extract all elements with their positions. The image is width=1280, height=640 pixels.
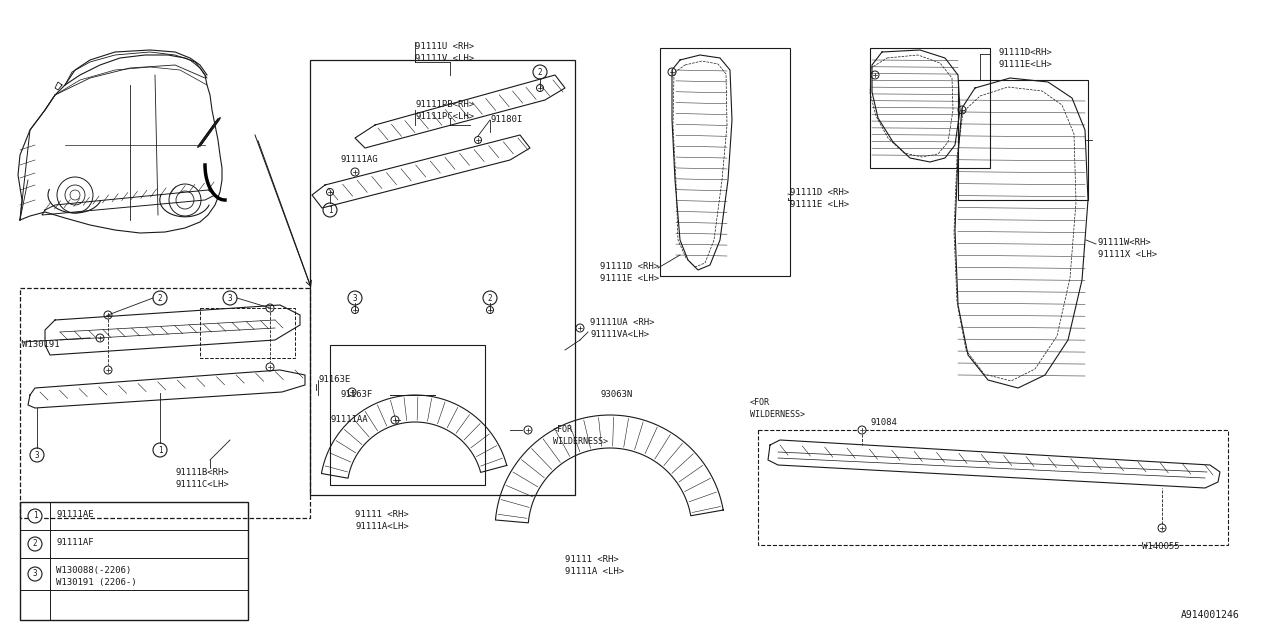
Text: 91111X <LH>: 91111X <LH> [1098,250,1157,259]
Circle shape [58,177,93,213]
Text: 1: 1 [33,511,37,520]
Circle shape [266,363,274,371]
Text: A914001246: A914001246 [1181,610,1240,620]
Circle shape [223,291,237,305]
Circle shape [28,537,42,551]
Circle shape [154,291,166,305]
Circle shape [348,388,356,396]
Text: 91111AF: 91111AF [56,538,93,547]
Text: 91111PC<LH>: 91111PC<LH> [415,112,474,121]
Circle shape [1158,524,1166,532]
Text: 3: 3 [33,570,37,579]
Circle shape [352,307,358,314]
Circle shape [323,203,337,217]
Text: 2: 2 [33,540,37,548]
Text: W130191: W130191 [22,340,60,349]
Text: 91111 <RH>: 91111 <RH> [355,510,408,519]
Text: 91111W<RH>: 91111W<RH> [1098,238,1152,247]
Circle shape [169,184,201,216]
Text: 91163F: 91163F [340,390,372,399]
Circle shape [104,311,113,319]
Text: 91111A<LH>: 91111A<LH> [355,522,408,531]
Circle shape [326,189,334,195]
Circle shape [96,334,104,342]
Circle shape [154,443,166,457]
Text: 3: 3 [228,294,232,303]
Text: 93063N: 93063N [600,390,632,399]
Circle shape [870,71,879,79]
Circle shape [668,68,676,76]
Text: 91111A <LH>: 91111A <LH> [564,567,625,576]
Text: WILDERNESS>: WILDERNESS> [750,410,805,419]
Circle shape [486,307,494,314]
Text: 91111B<RH>: 91111B<RH> [175,468,229,477]
Text: 2: 2 [538,67,543,77]
Circle shape [576,324,584,332]
Text: 1: 1 [157,445,163,454]
Text: 91180I: 91180I [490,115,522,124]
Circle shape [65,185,84,205]
Circle shape [104,366,113,374]
Text: <FOR: <FOR [553,425,573,434]
Text: 91111V <LH>: 91111V <LH> [415,54,474,63]
Text: 3: 3 [353,294,357,303]
Text: 91111VA<LH>: 91111VA<LH> [590,330,649,339]
Text: 91111E <LH>: 91111E <LH> [790,200,849,209]
Text: 91111D <RH>: 91111D <RH> [790,188,849,197]
Text: 91111PB<RH>: 91111PB<RH> [415,100,474,109]
Circle shape [28,509,42,523]
Circle shape [351,168,358,176]
Bar [310,60,575,495]
Bar [957,80,1088,200]
Circle shape [536,84,544,92]
Text: 91111AG: 91111AG [340,155,378,164]
Bar [20,502,248,620]
Text: 91111E <LH>: 91111E <LH> [600,274,659,283]
Text: 91111AE: 91111AE [56,510,93,519]
Circle shape [475,136,481,143]
Text: <FOR: <FOR [750,398,771,407]
Text: 91163E: 91163E [317,375,351,384]
Circle shape [957,106,966,114]
Circle shape [70,190,81,200]
Bar [200,308,294,358]
Circle shape [524,426,532,434]
Text: 91111U <RH>: 91111U <RH> [415,42,474,51]
Circle shape [177,191,195,209]
Text: 91111D<RH>: 91111D<RH> [998,48,1052,57]
Text: 91111UA <RH>: 91111UA <RH> [590,318,654,327]
Circle shape [532,65,547,79]
Circle shape [348,291,362,305]
Text: 2: 2 [157,294,163,303]
Text: 91111C<LH>: 91111C<LH> [175,480,229,489]
Text: W140055: W140055 [1142,542,1180,551]
Circle shape [483,291,497,305]
Text: 91084: 91084 [870,418,897,427]
Circle shape [858,426,867,434]
Circle shape [28,567,42,581]
Bar [20,288,310,518]
Text: WILDERNESS>: WILDERNESS> [553,437,608,446]
Text: W130191 (2206-): W130191 (2206-) [56,578,137,587]
Text: 91111 <RH>: 91111 <RH> [564,555,618,564]
Text: 91111D <RH>: 91111D <RH> [600,262,659,271]
Bar [758,430,1228,545]
Bar [660,48,790,276]
Bar [870,48,989,168]
Text: 91111E<LH>: 91111E<LH> [998,60,1052,69]
Text: 1: 1 [328,205,333,214]
Text: 2: 2 [488,294,493,303]
Text: W130088(-2206): W130088(-2206) [56,566,132,575]
Text: 3: 3 [35,451,40,460]
Circle shape [390,416,399,424]
Circle shape [29,448,44,462]
Circle shape [266,304,274,312]
Bar [330,345,485,485]
Text: 91111AA: 91111AA [330,415,367,424]
